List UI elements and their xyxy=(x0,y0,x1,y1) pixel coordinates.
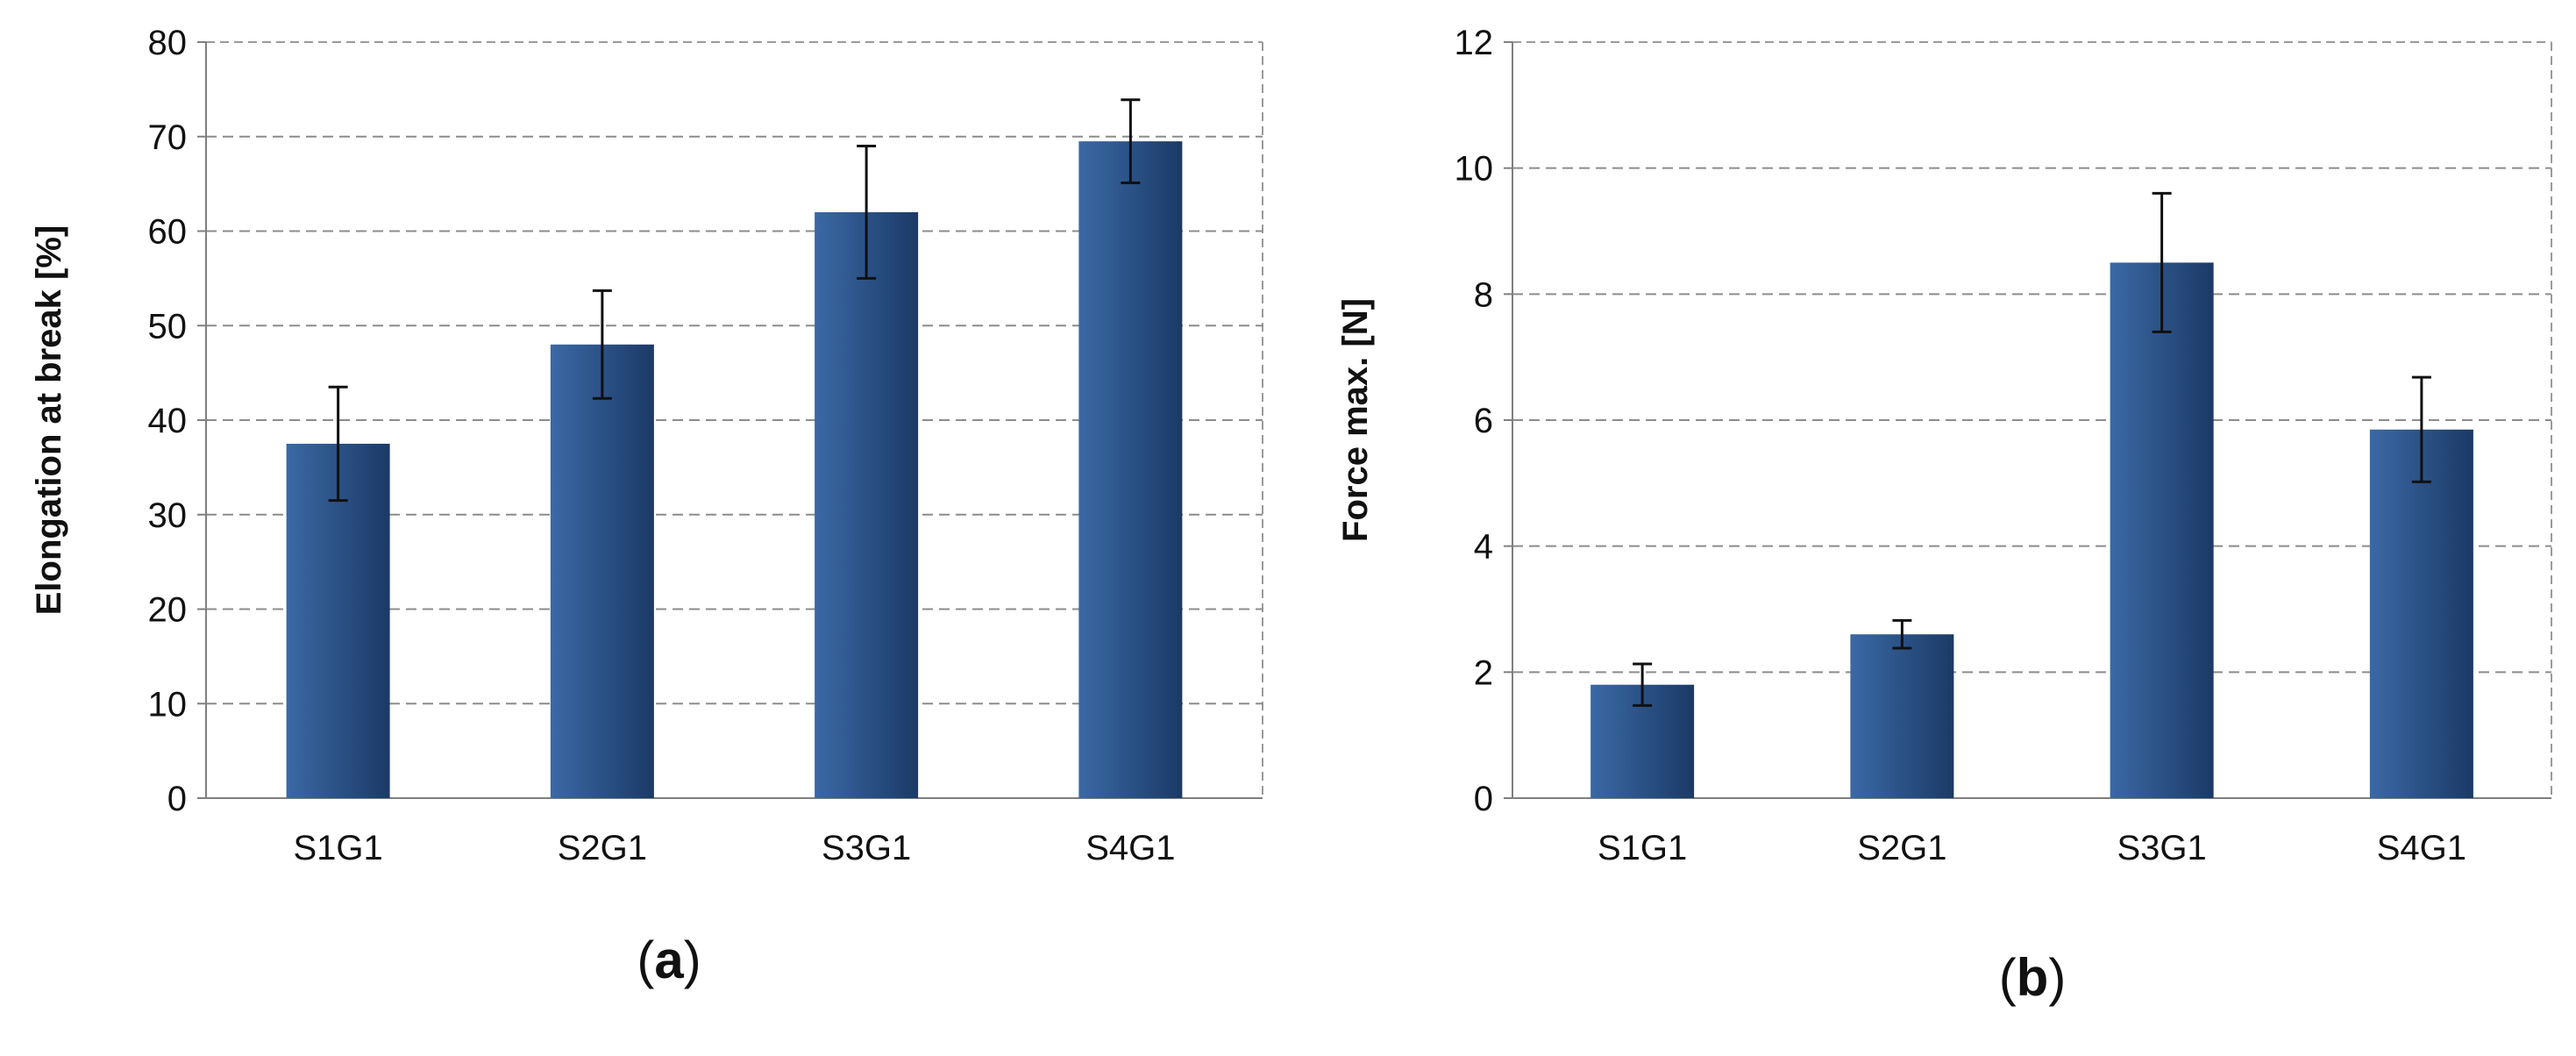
b-ytick-label: 12 xyxy=(1455,24,1494,62)
b-ytick-label: 8 xyxy=(1474,275,1493,314)
a-xtick-label-s2g1: S2G1 xyxy=(558,829,647,867)
a-ytick-label: 40 xyxy=(148,402,188,440)
b-xtick-label-s1g1: S1G1 xyxy=(1598,829,1687,867)
a-panel-label: (a) xyxy=(637,931,701,989)
b-ytick-label: 6 xyxy=(1474,402,1493,440)
chart-a-elongation: 0 10 20 30 40 50 60 70 80 S1G1 S2G1 S3G1 S4G1 Elongat… xyxy=(30,24,1263,989)
a-ytick-label: 0 xyxy=(167,780,187,818)
b-ytick-label: 2 xyxy=(1474,653,1493,692)
a-xtick-label-s3g1: S3G1 xyxy=(822,829,911,867)
a-ytick-label: 50 xyxy=(148,307,188,346)
a-bar-s3g1 xyxy=(815,211,919,798)
a-ytick-label: 80 xyxy=(148,24,188,62)
b-xtick-label-s2g1: S2G1 xyxy=(1857,829,1946,867)
a-ytick-label: 20 xyxy=(148,591,188,630)
b-ytick-label: 10 xyxy=(1455,150,1494,189)
a-bar-s1g1 xyxy=(286,443,390,798)
a-y-axis-title: Elongation at break [%] xyxy=(30,225,68,616)
b-xtick-label-s3g1: S3G1 xyxy=(2117,829,2206,867)
a-xtick-label-s4g1: S4G1 xyxy=(1085,829,1175,867)
b-ytick-label: 0 xyxy=(1474,780,1493,818)
b-panel-label: (b) xyxy=(1999,948,2067,1007)
b-bar-s3g1 xyxy=(2110,262,2214,799)
b-xtick-label-s4g1: S4G1 xyxy=(2377,829,2466,867)
b-y-axis-title: Force max. [N] xyxy=(1336,298,1375,542)
a-bar-s4g1 xyxy=(1078,141,1183,798)
a-ytick-label: 30 xyxy=(148,496,188,535)
a-xtick-label-s1g1: S1G1 xyxy=(293,829,382,867)
chart-b-force: 0 2 4 6 8 10 12 S1G1 S2G1 S3G1 S4G1 Force max. [N] (… xyxy=(1336,24,2552,1007)
a-ytick-label: 10 xyxy=(148,685,188,724)
b-ytick-label: 4 xyxy=(1474,528,1493,567)
a-bar-s2g1 xyxy=(550,344,654,798)
b-bar-s2g1 xyxy=(1850,634,1954,798)
b-bar-s4g1 xyxy=(2369,429,2473,798)
a-ytick-label: 70 xyxy=(148,118,188,157)
a-ytick-label: 60 xyxy=(148,213,188,252)
